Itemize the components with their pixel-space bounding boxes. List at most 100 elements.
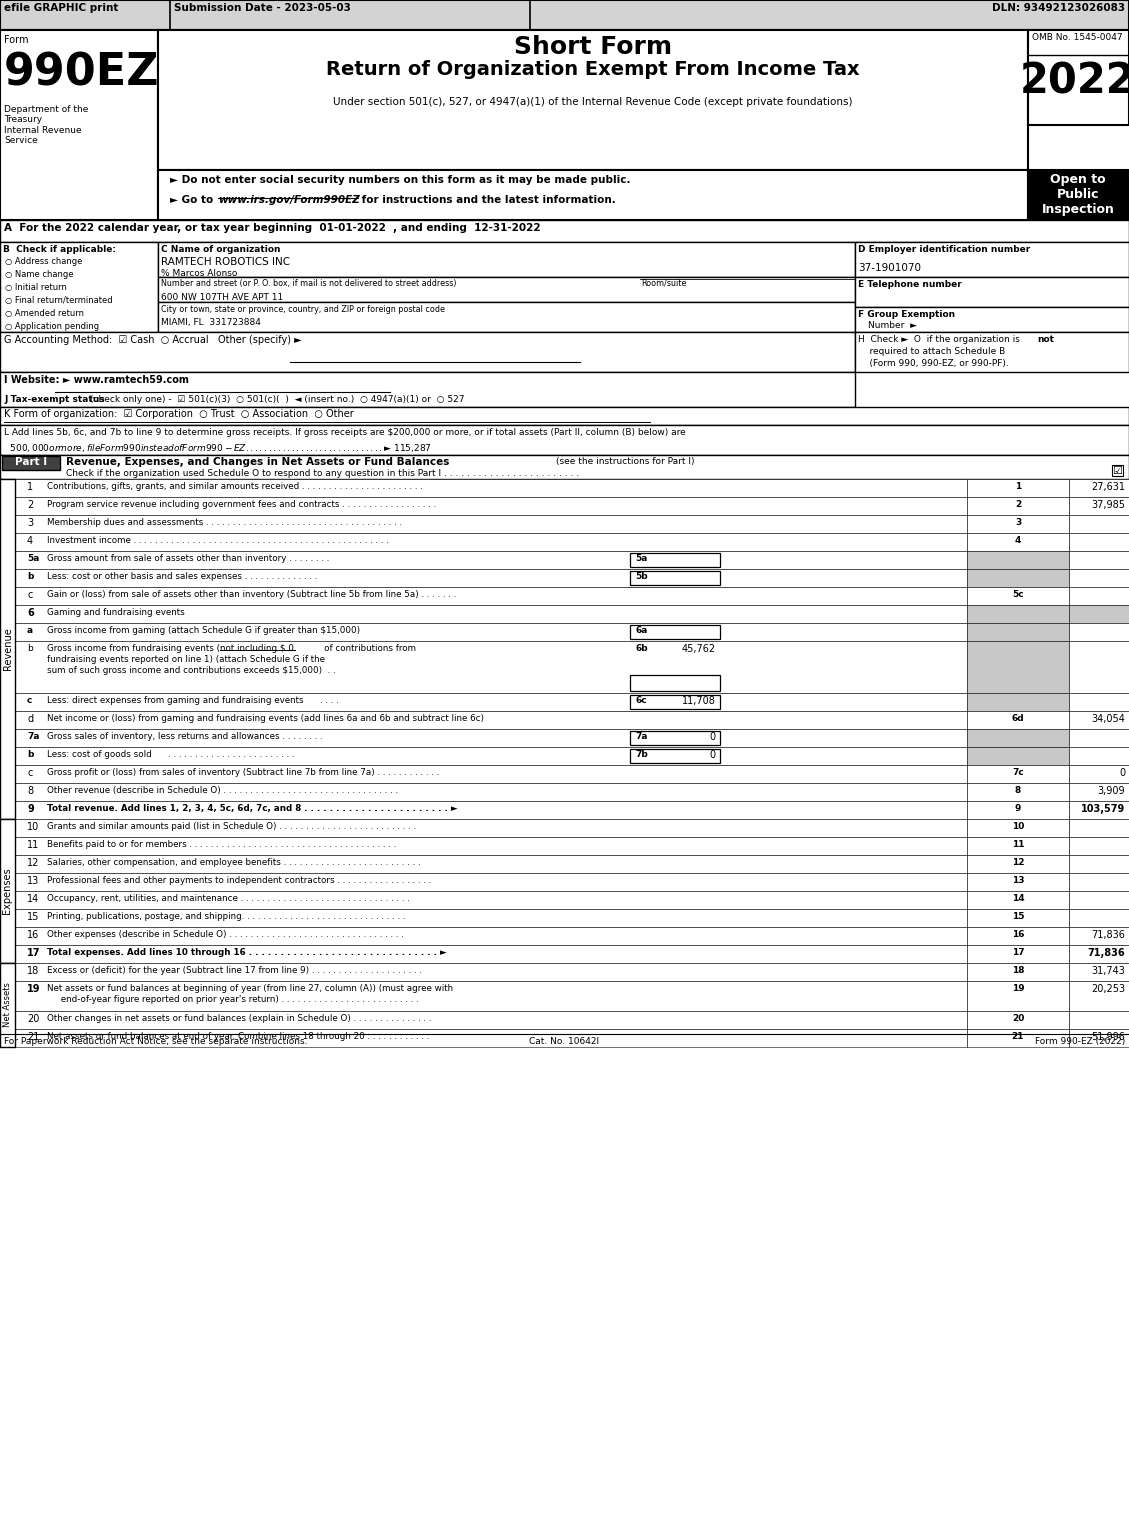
Text: Less: cost of goods sold      . . . . . . . . . . . . . . . . . . . . . . . .: Less: cost of goods sold . . . . . . . .… xyxy=(47,750,295,759)
Text: 71,836: 71,836 xyxy=(1087,949,1124,958)
Text: Excess or (deficit) for the year (Subtract line 17 from line 9) . . . . . . . . : Excess or (deficit) for the year (Subtra… xyxy=(47,965,422,974)
Text: Gross sales of inventory, less returns and allowances . . . . . . . .: Gross sales of inventory, less returns a… xyxy=(47,732,323,741)
Text: 18: 18 xyxy=(1012,965,1024,974)
Text: RAMTECH ROBOTICS INC: RAMTECH ROBOTICS INC xyxy=(161,258,290,267)
Text: fundraising events reported on line 1) (attach Schedule G if the: fundraising events reported on line 1) (… xyxy=(47,656,325,663)
Bar xyxy=(630,730,720,746)
Bar xyxy=(1069,872,1129,891)
Text: www.irs.gov/Form990EZ: www.irs.gov/Form990EZ xyxy=(218,195,360,204)
Text: d: d xyxy=(27,714,33,724)
Bar xyxy=(0,30,158,220)
Text: 15: 15 xyxy=(1012,912,1024,921)
Bar xyxy=(1069,927,1129,946)
Bar xyxy=(15,692,968,711)
Bar xyxy=(1069,551,1129,569)
Bar xyxy=(1069,569,1129,587)
Bar xyxy=(15,891,968,909)
Bar xyxy=(968,891,1069,909)
Text: 0: 0 xyxy=(1119,769,1124,778)
Text: 20: 20 xyxy=(1012,1014,1024,1023)
Text: 37-1901070: 37-1901070 xyxy=(858,262,921,273)
Bar xyxy=(0,479,15,819)
Bar xyxy=(15,551,968,569)
Text: Other changes in net assets or fund balances (explain in Schedule O) . . . . . .: Other changes in net assets or fund bala… xyxy=(47,1014,431,1023)
Bar xyxy=(968,1011,1069,1029)
Text: % Marcos Alonso: % Marcos Alonso xyxy=(161,268,237,278)
Text: Gross profit or (loss) from sales of inventory (Subtract line 7b from line 7a) .: Gross profit or (loss) from sales of inv… xyxy=(47,769,439,778)
Bar xyxy=(0,242,158,332)
Bar xyxy=(0,220,1129,242)
Text: E Telephone number: E Telephone number xyxy=(858,281,962,290)
Text: 2: 2 xyxy=(27,500,33,509)
Text: Benefits paid to or for members . . . . . . . . . . . . . . . . . . . . . . . . : Benefits paid to or for members . . . . … xyxy=(47,840,396,849)
Bar xyxy=(968,711,1069,729)
Text: 12: 12 xyxy=(27,859,40,868)
Bar xyxy=(1069,747,1129,766)
Bar xyxy=(15,640,968,692)
Bar xyxy=(855,332,1129,372)
Bar xyxy=(0,962,15,1048)
Bar xyxy=(158,278,855,302)
Text: Gain or (loss) from sale of assets other than inventory (Subtract line 5b from l: Gain or (loss) from sale of assets other… xyxy=(47,590,456,599)
Text: 7b: 7b xyxy=(634,750,648,759)
Text: Number  ►: Number ► xyxy=(868,320,917,329)
Text: b: b xyxy=(27,644,33,653)
Text: B  Check if applicable:: B Check if applicable: xyxy=(3,246,116,255)
Text: 7a: 7a xyxy=(27,732,40,741)
Bar xyxy=(2,456,60,470)
Text: 1: 1 xyxy=(1015,482,1021,491)
Bar xyxy=(968,624,1069,640)
Text: 17: 17 xyxy=(1012,949,1024,958)
Bar xyxy=(1069,587,1129,605)
Bar xyxy=(1069,891,1129,909)
Text: end-of-year figure reported on prior year's return) . . . . . . . . . . . . . . : end-of-year figure reported on prior yea… xyxy=(47,994,419,1003)
Text: Net income or (loss) from gaming and fundraising events (add lines 6a and 6b and: Net income or (loss) from gaming and fun… xyxy=(47,714,484,723)
Text: Salaries, other compensation, and employee benefits . . . . . . . . . . . . . . : Salaries, other compensation, and employ… xyxy=(47,859,421,868)
Bar xyxy=(158,30,1029,169)
Text: Gross income from fundraising events (not including $ 0           of contributio: Gross income from fundraising events (no… xyxy=(47,644,415,653)
Text: For Paperwork Reduction Act Notice, see the separate instructions.: For Paperwork Reduction Act Notice, see … xyxy=(5,1037,307,1046)
Text: 3: 3 xyxy=(27,518,33,528)
Bar xyxy=(1069,692,1129,711)
Text: 71,836: 71,836 xyxy=(1091,930,1124,939)
Text: 5c: 5c xyxy=(1013,590,1024,599)
Text: Total revenue. Add lines 1, 2, 3, 4, 5c, 6d, 7c, and 8 . . . . . . . . . . . . .: Total revenue. Add lines 1, 2, 3, 4, 5c,… xyxy=(47,804,457,813)
Text: 11,708: 11,708 xyxy=(682,695,716,706)
Text: 11: 11 xyxy=(1012,840,1024,849)
Text: 3: 3 xyxy=(1015,518,1021,528)
Text: 6: 6 xyxy=(27,608,34,618)
Text: (Form 990, 990-EZ, or 990-PF).: (Form 990, 990-EZ, or 990-PF). xyxy=(858,358,1008,368)
Text: 9: 9 xyxy=(27,804,34,814)
Text: OMB No. 1545-0047: OMB No. 1545-0047 xyxy=(1032,34,1122,43)
Bar xyxy=(968,497,1069,515)
Bar xyxy=(968,909,1069,927)
Bar xyxy=(15,747,968,766)
Bar xyxy=(968,856,1069,872)
Bar xyxy=(1029,169,1129,220)
Bar xyxy=(1069,729,1129,747)
Text: H  Check ►  O  if the organization is: H Check ► O if the organization is xyxy=(858,336,1023,345)
Bar xyxy=(15,605,968,624)
Text: (see the instructions for Part I): (see the instructions for Part I) xyxy=(555,458,694,467)
Text: ○ Address change: ○ Address change xyxy=(5,258,82,265)
Bar xyxy=(630,749,720,762)
Text: 20,253: 20,253 xyxy=(1091,984,1124,994)
Text: 1: 1 xyxy=(27,482,33,493)
Text: Printing, publications, postage, and shipping. . . . . . . . . . . . . . . . . .: Printing, publications, postage, and shi… xyxy=(47,912,405,921)
Bar xyxy=(0,425,1129,454)
Text: G Accounting Method:  ☑ Cash  ○ Accrual   Other (specify) ►: G Accounting Method: ☑ Cash ○ Accrual Ot… xyxy=(5,336,301,345)
Bar xyxy=(968,927,1069,946)
Text: ► Go to: ► Go to xyxy=(170,195,217,204)
Bar xyxy=(1069,946,1129,962)
Bar xyxy=(1069,819,1129,837)
Bar xyxy=(0,454,1129,479)
Text: 10: 10 xyxy=(27,822,40,833)
Text: Other revenue (describe in Schedule O) . . . . . . . . . . . . . . . . . . . . .: Other revenue (describe in Schedule O) .… xyxy=(47,785,399,795)
Text: Less: cost or other basis and sales expenses . . . . . . . . . . . . . .: Less: cost or other basis and sales expe… xyxy=(47,572,317,581)
Bar xyxy=(968,946,1069,962)
Bar xyxy=(1069,497,1129,515)
Text: 8: 8 xyxy=(1015,785,1021,795)
Bar xyxy=(15,872,968,891)
Text: 7c: 7c xyxy=(1012,769,1024,778)
Text: 19: 19 xyxy=(27,984,41,994)
